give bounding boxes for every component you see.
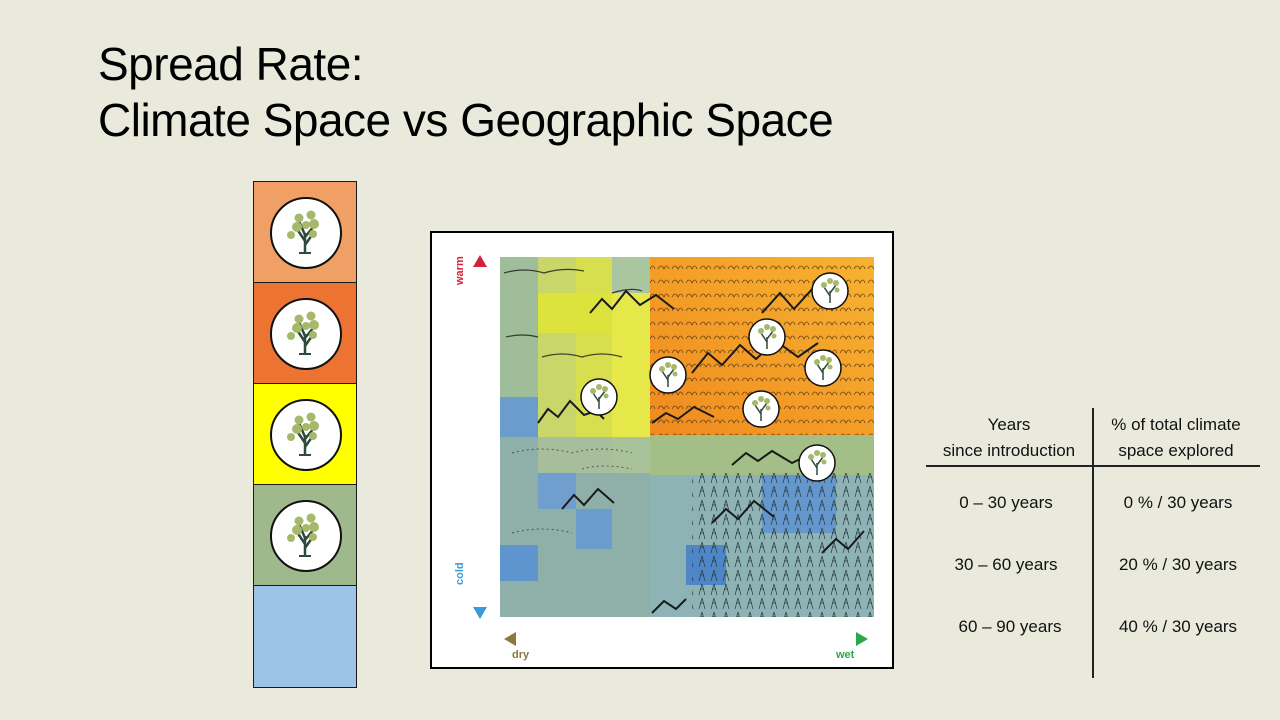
row-3-explored: 40 % / 30 years: [1118, 617, 1238, 636]
x-axis-wet-label: wet: [836, 649, 855, 661]
climate-cell-cold: [253, 585, 357, 688]
climate-cell-mild: [253, 383, 357, 486]
tree-badge: [270, 500, 342, 572]
climate-stack: [253, 181, 357, 688]
row-3-years: 60 – 90 years: [958, 617, 1062, 636]
y-axis-warm-label: warm: [454, 256, 466, 285]
y-axis: [473, 255, 487, 619]
col1-header-line1: Years: [987, 415, 1031, 434]
climate-map-figure: warm cold dry wet: [430, 231, 894, 669]
row-2-explored: 20 % / 30 years: [1118, 555, 1238, 574]
x-axis-dry-label: dry: [512, 649, 530, 661]
tree-badge: [270, 197, 342, 269]
col2-header-line2: space explored: [1118, 441, 1234, 460]
row-1-years: 0 – 30 years: [959, 493, 1053, 512]
mountain-ridges: [537, 285, 865, 614]
tree-icon: [287, 311, 319, 355]
results-table: Years since introduction % of total clim…: [926, 408, 1260, 680]
climate-cell-warmest: [253, 181, 357, 284]
row-2-years: 30 – 60 years: [954, 555, 1058, 574]
column-divider: [1092, 408, 1094, 678]
col2-header-line1: % of total climate: [1111, 415, 1241, 434]
y-axis-cold-label: cold: [454, 562, 466, 585]
col2-header: % of total climate space explored: [1092, 412, 1260, 464]
climate-map: [473, 255, 874, 646]
x-axis: [504, 632, 868, 646]
climate-cell-warm: [253, 282, 357, 385]
row-1-explored: 0 % / 30 years: [1123, 493, 1233, 512]
tree-icon: [287, 412, 319, 456]
climate-grid: [500, 257, 874, 617]
title-line-1: Spread Rate:: [98, 38, 364, 90]
tree-icon: [287, 513, 319, 557]
tree-icon: [287, 210, 319, 254]
col1-header: Years since introduction: [926, 412, 1092, 464]
col1-header-line2: since introduction: [942, 441, 1076, 460]
tree-badge: [270, 298, 342, 370]
tree-markers: [580, 272, 849, 482]
title-line-2: Climate Space vs Geographic Space: [98, 94, 834, 146]
tree-badge: [270, 399, 342, 471]
slide-title: Spread Rate: Climate Space vs Geographic…: [98, 36, 834, 148]
climate-cell-cool: [253, 484, 357, 587]
